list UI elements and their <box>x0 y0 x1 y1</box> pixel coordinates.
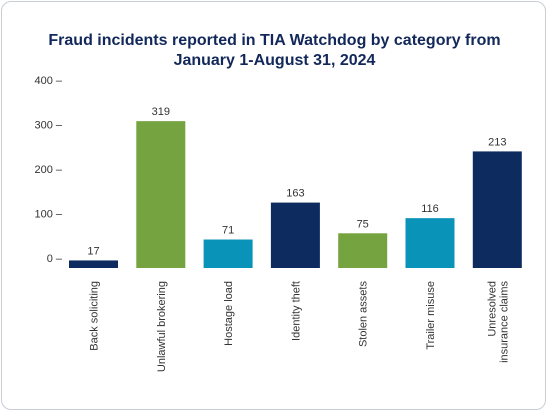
category-label-6: Unresolved insurance claims <box>486 281 510 363</box>
category-label-6-line-0: Unresolved <box>486 281 498 337</box>
category-label-4: Stolen assets <box>358 281 370 348</box>
value-label-4: 75 <box>357 218 369 230</box>
bar-1 <box>136 121 186 269</box>
category-label-3-line-0: Identity theft <box>290 281 302 341</box>
bar-2 <box>203 239 253 268</box>
category-label-6-line-1: insurance claims <box>498 281 510 363</box>
category-label-1-line-0: Unlawful brokering <box>156 281 168 372</box>
y-tick-label-200: 200 – <box>34 164 62 176</box>
chart-title: Fraud incidents reported in TIA Watchdog… <box>0 31 549 71</box>
category-label-4-line-0: Stolen assets <box>358 281 370 348</box>
bar-4 <box>338 233 388 268</box>
category-label-2-line-0: Hostage load <box>223 281 235 346</box>
y-axis: 0 – 100 – 200 – 300 – 400 – <box>34 75 62 265</box>
category-label-5: Trailer misuse <box>425 281 437 350</box>
bar-5 <box>405 218 455 268</box>
value-labels: 17 319 71 163 75 116 213 <box>87 106 506 257</box>
bars <box>69 121 522 269</box>
y-tick-label-300: 300 – <box>34 120 62 132</box>
bar-0 <box>69 260 118 268</box>
value-label-1: 319 <box>152 106 170 118</box>
bar-6 <box>472 151 522 268</box>
y-tick-label-400: 400 – <box>34 75 62 87</box>
value-label-0: 17 <box>87 245 99 257</box>
chart-title-line-2: January 1-August 31, 2024 <box>173 52 376 69</box>
category-label-2: Hostage load <box>223 281 235 346</box>
y-tick-label-0: 0 – <box>47 253 63 265</box>
category-label-3: Identity theft <box>290 281 302 341</box>
value-label-2: 71 <box>222 225 234 237</box>
category-label-1: Unlawful brokering <box>156 281 168 372</box>
value-label-6: 213 <box>488 136 506 148</box>
category-labels: Back soliciting Unlawful brokering Hostage… <box>89 281 511 373</box>
category-label-5-line-0: Trailer misuse <box>425 281 437 350</box>
y-tick-label-100: 100 – <box>34 209 62 221</box>
category-label-0-line-0: Back soliciting <box>89 281 101 351</box>
value-label-3: 163 <box>286 188 304 200</box>
value-label-5: 116 <box>421 203 439 215</box>
category-label-0: Back soliciting <box>89 281 101 351</box>
bar-3 <box>270 202 320 268</box>
chart-title-line-1: Fraud incidents reported in TIA Watchdog… <box>48 32 501 49</box>
